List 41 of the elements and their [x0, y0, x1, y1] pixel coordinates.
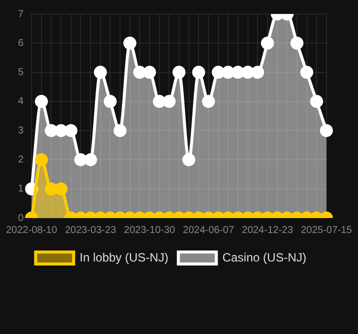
- point: [143, 66, 156, 79]
- point: [133, 66, 146, 79]
- y-tick-label: 6: [18, 38, 24, 49]
- point: [54, 124, 68, 138]
- y-tick-label: 2: [18, 154, 24, 166]
- x-tick-label: 2023-10-30: [124, 224, 176, 236]
- point: [94, 66, 107, 79]
- point: [202, 94, 215, 108]
- x-tick-label: 2022-08-10: [6, 224, 58, 236]
- point: [64, 124, 78, 138]
- point: [162, 94, 176, 108]
- point: [231, 66, 244, 79]
- y-tick-label: 0: [18, 212, 24, 224]
- point: [310, 94, 324, 108]
- point: [251, 66, 264, 79]
- point: [320, 124, 333, 138]
- point: [34, 94, 48, 108]
- point: [104, 94, 117, 108]
- x-tick-label: 2023-03-23: [64, 224, 117, 236]
- x-tick-label: 2025-07-15: [300, 224, 352, 236]
- point: [123, 36, 136, 50]
- point: [212, 66, 225, 79]
- point: [114, 124, 127, 138]
- point: [241, 66, 254, 79]
- point: [222, 66, 235, 79]
- y-tick-label: 1: [18, 184, 24, 195]
- point: [192, 66, 206, 79]
- point: [152, 94, 166, 108]
- y-tick-label: 4: [18, 96, 24, 108]
- point: [44, 124, 58, 138]
- x-tick-label: 2024-06-07: [182, 224, 234, 236]
- point: [172, 66, 186, 79]
- y-tick-label: 3: [18, 125, 24, 136]
- y-tick-label: 7: [18, 8, 24, 20]
- point: [260, 36, 274, 50]
- point: [290, 36, 304, 50]
- y-tick-label: 5: [18, 67, 24, 78]
- x-tick-label: 2024-12-23: [242, 224, 294, 236]
- legend-label: In lobby (US-NJ): [80, 250, 168, 264]
- point: [300, 66, 314, 79]
- legend-label: Casino (US-NJ): [222, 250, 306, 264]
